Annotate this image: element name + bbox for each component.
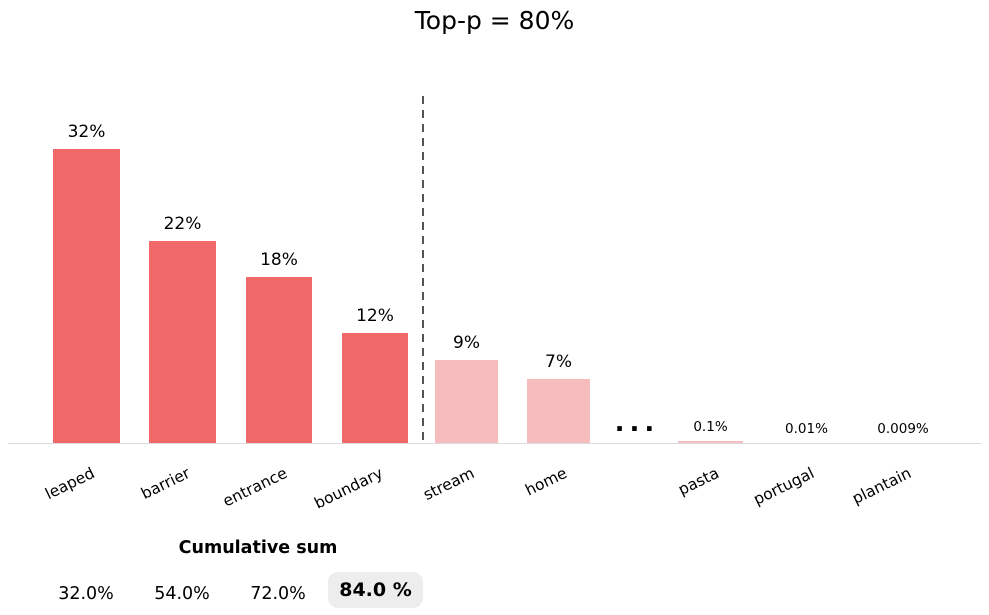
bar-value-label-leaped: 32% [67,122,106,142]
chart-title: Top-p = 80% [414,6,575,35]
bar-leaped [53,149,120,443]
ellipsis-truncation-marker: ... [614,408,660,438]
x-tick-label-boundary: boundary [311,464,386,513]
x-tick-label-barrier: barrier [138,464,194,503]
x-tick-label-pasta: pasta [674,464,722,500]
cumulative-value-2: 54.0% [154,584,210,604]
cumulative-value-3: 72.0% [250,584,306,604]
plot-area: ... 32% leaped 22% barrier 18% entrance 12% bou… [8,96,981,513]
x-tick-label-leaped: leaped [42,464,98,504]
bar-value-label-home: 7% [545,352,572,372]
cumulative-sum-heading: Cumulative sum [178,538,338,558]
x-axis-line [8,442,981,444]
bar-value-label-stream: 9% [453,333,480,353]
x-tick-label-home: home [521,464,570,500]
top-p-cutoff-dashed-line [421,96,424,443]
bar-entrance [246,277,312,443]
cumulative-value-highlighted: 84.0 % [328,572,423,608]
bar-boundary [342,333,408,443]
bar-value-label-boundary: 12% [356,306,394,326]
bar-value-label-entrance: 18% [260,250,298,270]
bar-value-label-portugal: 0.01% [785,421,828,437]
x-tick-label-stream: stream [420,464,478,504]
bar-stream [435,360,498,443]
bar-value-label-barrier: 22% [163,214,202,234]
x-tick-label-portugal: portugal [750,464,818,509]
bar-barrier [149,241,216,443]
bar-home [527,379,590,443]
bar-value-label-pasta: 0.1% [693,419,728,435]
x-tick-label-plantain: plantain [849,464,914,508]
cumulative-value-1: 32.0% [58,584,114,604]
bar-pasta [678,441,743,443]
bar-value-label-plantain: 0.009% [877,421,929,437]
x-tick-label-entrance: entrance [219,464,290,511]
